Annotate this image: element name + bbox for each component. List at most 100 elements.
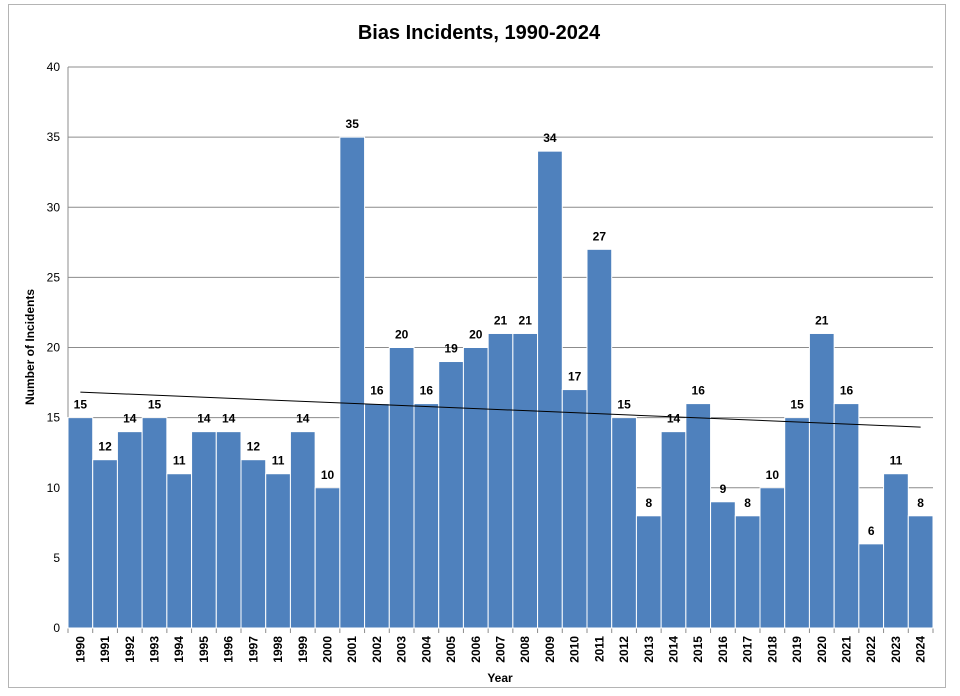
data-label-2021: 16 [840, 384, 854, 398]
bar-2016 [710, 501, 736, 629]
x-tick-label: 1994 [172, 636, 186, 663]
data-label-2009: 34 [543, 131, 557, 145]
data-label-2016: 9 [720, 482, 727, 496]
bar-2021 [833, 403, 860, 629]
x-tick-label: 2002 [370, 636, 384, 663]
x-tick-label: 2001 [345, 636, 359, 663]
data-label-1992: 14 [123, 412, 137, 426]
bar-2006 [462, 347, 489, 629]
data-label-2019: 15 [790, 398, 804, 412]
bar-2013 [635, 515, 662, 629]
data-label-2012: 15 [617, 398, 631, 412]
data-label-1998: 11 [272, 454, 285, 468]
data-label-1991: 12 [98, 440, 112, 454]
data-label-1999: 14 [296, 412, 310, 426]
bar-chart: Bias Incidents, 1990-2024 0 5 10 15 20 25 30 35… [23, 22, 934, 685]
x-tick-label: 2024 [914, 636, 928, 663]
bar-1994 [166, 473, 193, 629]
bar-1998 [265, 473, 291, 629]
x-tick-label: 2016 [716, 636, 730, 663]
x-tick-label: 2000 [321, 636, 335, 663]
bar-2018 [759, 487, 786, 629]
chart-title: Bias Incidents, 1990-2024 [358, 22, 601, 44]
y-tick-label: 0 [53, 621, 60, 635]
x-tick-label: 2005 [444, 636, 458, 663]
x-tick-label: 1993 [148, 636, 162, 663]
x-tick-label: 2018 [765, 636, 779, 663]
bar-2002 [364, 403, 390, 629]
bar-2003 [388, 347, 415, 629]
x-tick-label: 2012 [617, 636, 631, 663]
bar-2008 [512, 332, 539, 629]
data-label-2017: 8 [744, 496, 751, 510]
bar-2023 [883, 473, 909, 629]
x-tick-label: 2015 [691, 636, 705, 663]
bar-2012 [611, 417, 637, 629]
y-axis-title: Number of Incidents [23, 289, 37, 405]
data-label-2023: 11 [890, 454, 903, 468]
data-label-2013: 8 [645, 496, 652, 510]
x-tick-label: 2013 [642, 636, 656, 663]
x-tick-label: 2010 [568, 636, 582, 663]
x-tick-label: 2011 [592, 636, 606, 662]
data-label-2001: 35 [346, 117, 360, 131]
y-tick-label: 5 [53, 551, 60, 565]
x-tick-label: 2008 [518, 636, 532, 663]
bar-2010 [561, 389, 588, 629]
data-label-2014: 14 [667, 412, 681, 426]
data-label-2000: 10 [321, 468, 335, 482]
data-label-2024: 8 [917, 496, 924, 510]
data-label-2004: 16 [420, 384, 434, 398]
x-tick-label: 1996 [222, 636, 236, 663]
bar-2014 [660, 431, 687, 629]
data-label-1996: 14 [222, 412, 236, 426]
bar-1991 [92, 459, 118, 629]
bar-1992 [116, 431, 143, 629]
y-tick-label: 10 [47, 481, 61, 495]
x-tick-label: 2004 [419, 636, 433, 663]
data-label-1995: 14 [197, 412, 211, 426]
x-tick-label: 1992 [123, 636, 137, 663]
x-tick-label: 2019 [790, 636, 804, 663]
x-tick-label: 2022 [864, 636, 878, 663]
data-label-1990: 15 [74, 398, 88, 412]
chart-frame: Bias Incidents, 1990-2024 0 5 10 15 20 25 30 35… [8, 4, 946, 688]
data-label-2015: 16 [692, 384, 706, 398]
data-label-2006: 20 [469, 328, 483, 342]
data-label-2003: 20 [395, 328, 409, 342]
data-label-2011: 27 [593, 229, 607, 243]
bar-2022 [858, 543, 885, 629]
bar-1997 [240, 459, 267, 629]
x-tick-label: 1995 [197, 636, 211, 663]
trendline [80, 391, 921, 428]
x-tick-label: 1991 [98, 636, 112, 663]
bars [67, 136, 934, 629]
bar-2005 [438, 361, 464, 629]
data-label-2010: 17 [568, 370, 582, 384]
bar-1995 [191, 431, 217, 629]
x-tick-label: 2014 [667, 636, 681, 663]
data-label-2022: 6 [868, 524, 875, 538]
x-tick-label: 2017 [741, 636, 755, 663]
y-tick-labels: 0 5 10 15 20 25 30 35 40 [47, 60, 61, 635]
data-label-1997: 12 [247, 440, 261, 454]
y-tick-label: 25 [47, 270, 61, 284]
bar-2020 [808, 332, 835, 629]
bar-2015 [685, 403, 712, 629]
data-label-1994: 11 [173, 454, 186, 468]
data-label-1993: 15 [148, 398, 162, 412]
y-tick-label: 15 [47, 411, 61, 425]
x-tick-label: 2006 [469, 636, 483, 663]
trendline-layer [80, 391, 921, 428]
x-tick-labels: 1990 1991 1992 1993 1994 1995 1996 1997 1998 1999… [73, 636, 927, 663]
bar-2011 [586, 248, 613, 629]
bar-2007 [487, 332, 514, 629]
y-tick-label: 30 [47, 200, 61, 214]
bar-1996 [215, 431, 242, 629]
data-label-2005: 19 [444, 342, 458, 356]
bar-1990 [67, 417, 94, 629]
x-axis-title: Year [487, 671, 513, 685]
x-tick-label: 1990 [73, 636, 87, 663]
x-tick-label: 1997 [246, 636, 260, 663]
y-tick-label: 40 [47, 60, 61, 74]
